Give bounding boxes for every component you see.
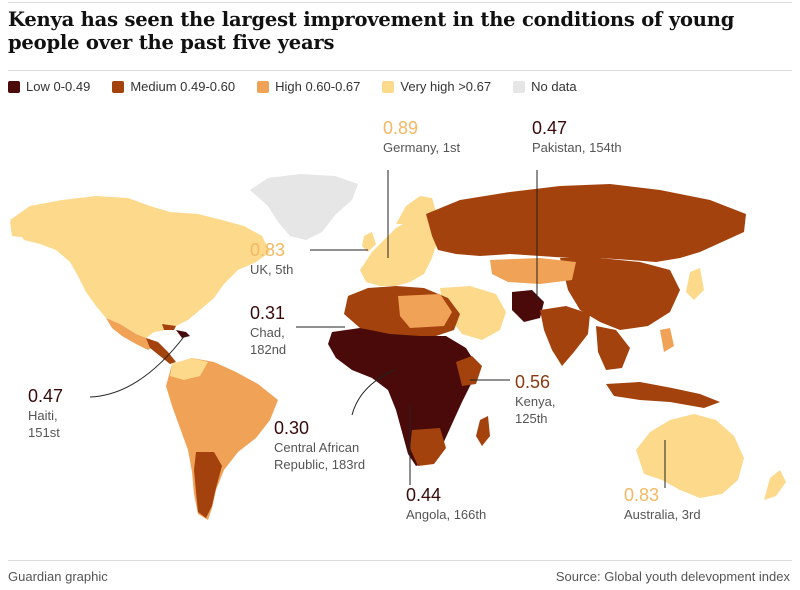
annotation-kenya-label-1: Kenya, [515, 394, 556, 409]
annotation-angola-label: Angola, 166th [406, 507, 487, 522]
annotation-haiti: 0.47 Haiti, 151st [28, 386, 63, 441]
annotation-angola: 0.44 Angola, 166th [406, 485, 486, 523]
annotation-pakistan-value: 0.47 [532, 118, 568, 138]
region-argentina [194, 452, 222, 518]
annotation-australia: 0.83 Australia, 3rd [624, 485, 701, 523]
region-central-america [146, 338, 176, 364]
annotation-australia-value: 0.83 [624, 485, 660, 505]
region-indonesia [606, 382, 720, 408]
annotation-haiti-label-1: Haiti, [28, 408, 58, 423]
legend: Low 0-0.49 Medium 0.49-0.60 High 0.60-0.… [8, 79, 599, 94]
annotation-haiti-label-2: 151st [28, 425, 60, 440]
legend-label-no-data: No data [531, 79, 577, 94]
annotation-angola-value: 0.44 [406, 485, 442, 505]
annotation-kenya-label-2: 125th [515, 411, 548, 426]
leader-line-car [351, 369, 396, 416]
legend-swatch-low [8, 80, 20, 93]
legend-swatch-very-high [382, 80, 395, 93]
legend-item-very-high: Very high >0.67 [382, 79, 491, 94]
region-kenya [456, 356, 482, 386]
annotation-uk-value: 0.83 [250, 240, 286, 260]
region-mexico [106, 318, 154, 350]
annotation-car-label-2: Republic, 183rd [274, 457, 366, 472]
region-china [560, 258, 680, 330]
annotation-chad-value: 0.31 [250, 303, 286, 323]
region-alaska [10, 210, 60, 238]
legend-label-very-high: Very high >0.67 [400, 79, 492, 94]
annotation-haiti-value: 0.47 [28, 386, 64, 406]
region-madagascar [476, 416, 490, 446]
region-central-asia [490, 258, 576, 284]
legend-item-high: High 0.60-0.67 [257, 79, 360, 94]
annotation-australia-label: Australia, 3rd [624, 507, 701, 522]
legend-item-medium: Medium 0.49-0.60 [112, 79, 235, 94]
footer-divider [8, 560, 792, 561]
region-middle-east [440, 286, 506, 340]
leader-line-haiti [89, 333, 187, 398]
annotation-kenya: 0.56 Kenya, 125th [515, 372, 555, 427]
legend-divider [8, 70, 792, 71]
annotation-car-label-1: Central African [274, 440, 360, 455]
annotation-chad-label-1: Chad, [250, 325, 285, 340]
region-japan [686, 268, 704, 300]
region-egypt-libya [398, 294, 452, 328]
annotation-kenya-value: 0.56 [515, 372, 551, 392]
legend-label-low: Low 0-0.49 [26, 79, 91, 94]
region-southeast-asia [596, 326, 630, 370]
legend-swatch-medium [112, 80, 125, 93]
footer-credit: Guardian graphic [8, 569, 108, 584]
region-pakistan [512, 290, 544, 322]
legend-item-low: Low 0-0.49 [8, 79, 90, 94]
legend-label-medium: Medium 0.49-0.60 [130, 79, 236, 94]
region-scandinavia [396, 196, 436, 224]
annotation-pakistan: 0.47 Pakistan, 154th [532, 118, 622, 156]
annotation-car-value: 0.30 [274, 418, 310, 438]
region-australia [636, 414, 744, 498]
region-south-america [166, 358, 278, 520]
annotation-pakistan-label: Pakistan, 154th [532, 140, 622, 155]
annotation-car: 0.30 Central African Republic, 183rd [274, 418, 365, 473]
region-caribbean-2 [162, 324, 176, 330]
annotation-germany: 0.89 Germany, 1st [383, 118, 460, 156]
annotation-uk-label: UK, 5th [250, 262, 294, 277]
legend-label-high: High 0.60-0.67 [275, 79, 361, 94]
world-map [10, 170, 786, 520]
region-uk [362, 232, 376, 252]
region-europe [360, 216, 438, 286]
region-caribbean [176, 330, 190, 338]
region-greenland [250, 174, 358, 240]
annotation-chad-label-2: 182nd [250, 342, 287, 357]
region-north-america [10, 196, 270, 338]
region-philippines [660, 328, 674, 352]
region-new-zealand [764, 470, 786, 500]
region-russia [426, 184, 746, 262]
region-northern-south-america [170, 358, 208, 380]
top-rule [8, 2, 792, 3]
annotation-germany-label: Germany, 1st [383, 140, 461, 155]
legend-swatch-no-data [513, 80, 526, 93]
page-title: Kenya has seen the largest improvement i… [8, 8, 735, 54]
annotation-germany-value: 0.89 [383, 118, 419, 138]
legend-swatch-high [257, 80, 270, 93]
annotation-uk: 0.83 UK, 5th [250, 240, 293, 278]
footer-source: Source: Global youth delevopment index [555, 569, 790, 584]
legend-item-no-data: No data [513, 79, 577, 94]
region-southern-africa [410, 428, 446, 466]
annotation-chad: 0.31 Chad, 182nd [250, 303, 286, 358]
region-india [540, 306, 590, 366]
